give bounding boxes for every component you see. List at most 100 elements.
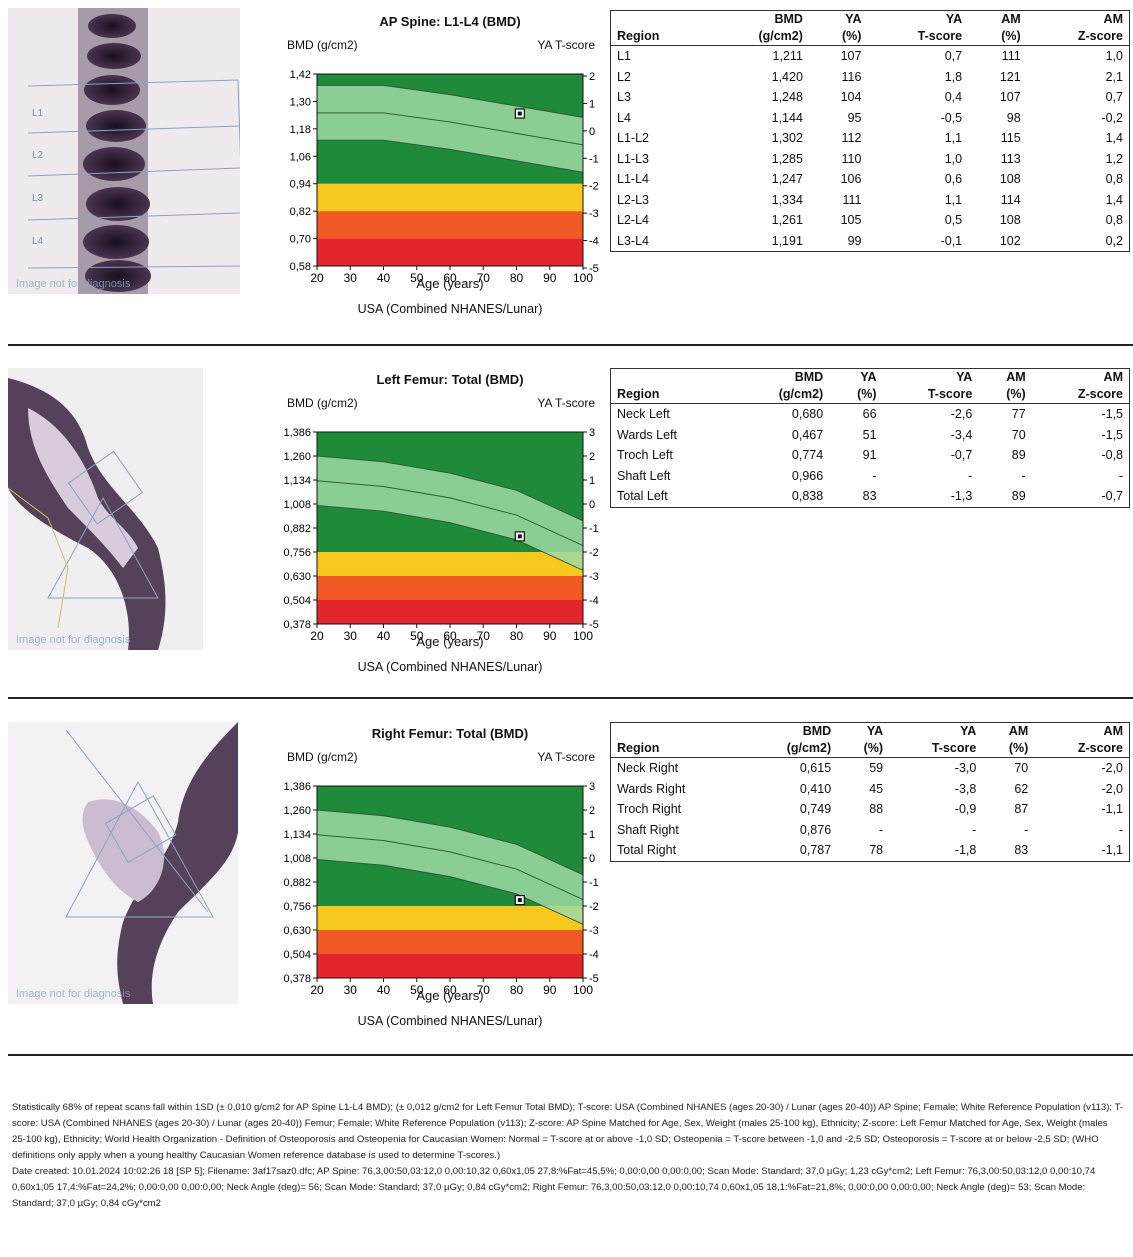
x-tick-label: 20 (310, 983, 324, 997)
table-cell: 108 (999, 213, 1021, 227)
y-tick-label: 0,630 (283, 571, 311, 583)
table-cell: - (972, 822, 977, 837)
table-cell: 0,7 (1105, 90, 1123, 104)
x-tick-label: 30 (344, 271, 358, 285)
chart-title: Right Femur: Total (BMD) (371, 726, 529, 741)
risk-band (317, 930, 583, 954)
table-header-row: BMD YA YA AM AM (611, 11, 1130, 29)
table-cell: L2-L3 (617, 192, 649, 207)
table-cell: 66 (862, 407, 877, 421)
risk-band (317, 906, 583, 930)
header-cell: (%) (982, 740, 1035, 758)
y-tick-label: 0,882 (283, 523, 311, 535)
table-row: Shaft Right 0,876 - - - - (611, 820, 1130, 841)
table-cell: L2 (617, 69, 631, 84)
table-cell: 51 (862, 427, 877, 442)
table-cell: -2,6 (950, 407, 973, 421)
table-cell: - (872, 468, 877, 483)
right-femur-scan-image: Image not for diagnosis (8, 722, 238, 1004)
table-cell: -3,4 (950, 427, 973, 442)
footer-scan-details-text: Date created: 10.01.2024 10:02:26 18 [SP… (12, 1166, 1096, 1209)
header-cell: BMD (802, 724, 832, 738)
t-score-tick-label: -4 (589, 949, 599, 961)
footer-statistics-text: Statistically 68% of repeat scans fall w… (12, 1102, 1124, 1161)
header-cell: (g/cm2) (708, 28, 809, 46)
table-cell: -0,1 (940, 233, 963, 248)
table-row: L1 1,211 107 0,7 111 1,0 (611, 46, 1130, 67)
table-cell: -0,7 (950, 448, 973, 462)
table-row: Wards Right 0,410 45 -3,8 62 -2,0 (611, 779, 1130, 800)
header-cell (611, 369, 734, 387)
risk-band (317, 600, 583, 624)
vertebra-label-l3: L3 (32, 193, 44, 204)
scan-caption: Image not for diagnosis (16, 278, 131, 290)
table-cell: - (1021, 468, 1026, 483)
table-cell: 88 (869, 802, 884, 816)
t-score-tick-label: -5 (589, 973, 599, 985)
x-tick-label: 80 (510, 629, 524, 643)
table-row: L2-L3 1,334 111 1,1 114 1,4 (611, 190, 1130, 211)
reference-line (316, 505, 584, 571)
table-row: Total Right 0,787 78 -1,8 83 -1,1 (611, 840, 1130, 861)
table-cell: 1,2 (1105, 151, 1123, 166)
spine-chart-block: AP Spine: L1-L4 (BMD) BMD (g/cm2) YA T-s… (275, 10, 605, 330)
table-cell: 2,1 (1105, 69, 1123, 84)
table-row: L3-L4 1,191 99 -0,1 102 0,2 (611, 231, 1130, 252)
chart-title: AP Spine: L1-L4 (BMD) (379, 14, 521, 29)
table-cell: 89 (1011, 448, 1026, 462)
x-tick-label: 70 (477, 983, 491, 997)
x-tick-label: 100 (573, 983, 593, 997)
header-cell: Region (610, 28, 709, 46)
table-cell: Wards Left (617, 427, 677, 442)
spine-results-table: BMD YA YA AM AM Region (g/cm2) (%) T-sco… (610, 10, 1130, 252)
report-footer: Statistically 68% of repeat scans fall w… (12, 1100, 1124, 1212)
y-tick-label: 1,008 (283, 853, 311, 865)
t-score-tick-label: 3 (589, 427, 595, 439)
x-axis-label: Age (years) (416, 634, 484, 649)
y2-axis-label: YA T-score (537, 750, 595, 764)
x-tick-label: 90 (543, 983, 557, 997)
table-cell: Total Left (617, 489, 668, 503)
table-cell: L4 (617, 110, 631, 125)
table-cell: 0,876 (799, 822, 832, 837)
table-cell: -3,8 (954, 781, 977, 796)
table-cell: -0,5 (940, 110, 963, 125)
table-header-row: Region (g/cm2) (%) T-score (%) Z-score (610, 386, 1130, 404)
table-cell: 1,1 (944, 192, 963, 207)
femur-xray-graphic (8, 368, 203, 650)
header-cell: YA (945, 12, 963, 26)
spine-xray-graphic (8, 8, 240, 294)
y-axis-label: BMD (g/cm2) (287, 38, 358, 52)
table-cell: 0,749 (799, 802, 832, 816)
header-cell: YA (960, 724, 977, 738)
x-axis-label: Age (years) (416, 276, 484, 291)
table-row: Total Left 0,838 83 -1,3 89 -0,7 (611, 486, 1130, 507)
t-score-tick-label: -1 (589, 153, 599, 165)
patient-marker-dot (517, 111, 522, 116)
table-cell: 1,285 (771, 151, 803, 166)
t-score-tick-label: 2 (589, 805, 595, 817)
risk-band (317, 576, 583, 600)
table-cell: 106 (840, 172, 862, 186)
x-tick-label: 30 (344, 983, 358, 997)
section-divider (8, 344, 1133, 346)
header-cell: AM (1008, 724, 1029, 738)
x-tick-label: 60 (443, 271, 457, 285)
x-tick-label: 50 (410, 983, 424, 997)
table-cell: Neck Right (617, 761, 679, 775)
table-cell: 114 (1000, 192, 1021, 207)
table-cell: 0,838 (791, 489, 824, 503)
table-cell: 0,2 (1105, 233, 1123, 248)
table-cell: 111 (842, 192, 862, 207)
header-cell: Z-score (1034, 740, 1130, 758)
t-score-tick-label: 0 (589, 126, 595, 138)
reference-line (316, 859, 584, 925)
reference-database: USA (Combined NHANES/Lunar) (357, 302, 543, 316)
t-score-tick-label: -3 (589, 208, 599, 220)
reference-range-band (317, 456, 583, 571)
x-tick-label: 60 (443, 629, 457, 643)
y-tick-label: 1,260 (283, 805, 311, 817)
table-cell: 107 (840, 49, 862, 63)
patient-marker-dot (517, 898, 522, 903)
table-cell: 99 (847, 233, 862, 248)
